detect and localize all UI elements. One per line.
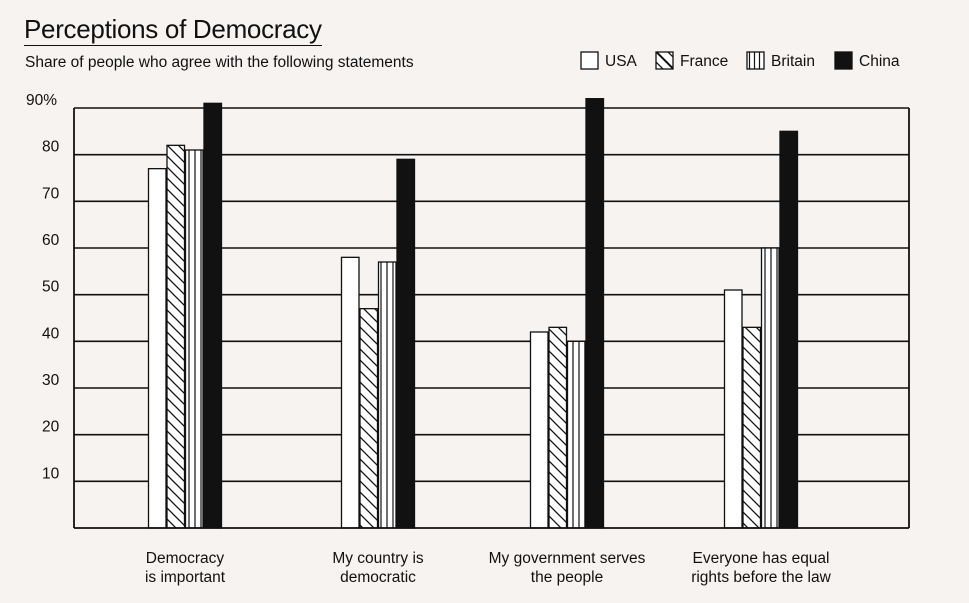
- legend-swatch-hatch: [655, 51, 674, 70]
- legend-label-france: France: [680, 53, 728, 70]
- bars: [147, 98, 799, 529]
- x-tick-label: rights before the law: [691, 569, 831, 586]
- y-tick-label: 70: [42, 185, 60, 202]
- bar-usa-3: [529, 331, 549, 529]
- chart-subtitle: Share of people who agree with the follo…: [25, 54, 414, 71]
- x-tick-label: My country is: [332, 550, 424, 567]
- bar-usa-2: [340, 256, 360, 529]
- bar-france-1: [166, 144, 186, 529]
- bar-china-3: [585, 98, 605, 529]
- y-tick-label: 90%: [26, 92, 57, 109]
- x-tick-label: Everyone has equal: [692, 550, 829, 567]
- legend-swatch-britain: [746, 51, 765, 70]
- y-tick-label: 40: [42, 325, 60, 342]
- legend-swatch-china: [834, 51, 853, 70]
- x-tick-label: democratic: [340, 569, 416, 586]
- bar-france-2: [359, 308, 379, 529]
- y-tick-label: 80: [42, 139, 60, 156]
- x-axis-labels: Democracy is important My country is democr…: [145, 550, 832, 586]
- plot-frame: [73, 108, 910, 529]
- bar-china-1: [203, 102, 223, 529]
- legend-label-china: China: [859, 53, 900, 70]
- y-tick-label: 30: [42, 372, 60, 389]
- bar-france-3: [548, 326, 568, 529]
- legend: USA France Britain China: [580, 51, 900, 70]
- y-tick-label: 10: [42, 465, 60, 482]
- legend-label-britain: Britain: [771, 53, 815, 70]
- bar-britain-2: [377, 261, 397, 529]
- bar-britain-4: [760, 247, 780, 529]
- x-tick-label: Democracy: [146, 550, 225, 567]
- bar-france-4: [742, 326, 762, 529]
- y-axis-ticks: 10 20 30 40 50 60 70 80 90%: [26, 92, 60, 482]
- y-tick-label: 60: [42, 232, 60, 249]
- bar-usa-4: [723, 289, 743, 529]
- x-tick-label: is important: [145, 569, 226, 586]
- y-tick-label: 20: [42, 419, 60, 436]
- bar-china-4: [779, 130, 799, 529]
- bar-britain-1: [184, 149, 204, 529]
- bar-britain-3: [566, 340, 586, 529]
- legend-label-usa: USA: [605, 53, 638, 70]
- legend-swatch-usa: [580, 51, 599, 70]
- y-tick-label: 50: [42, 279, 60, 296]
- x-tick-label: the people: [531, 569, 603, 586]
- chart-title: Perceptions of Democracy: [24, 14, 322, 46]
- bar-china-2: [396, 158, 416, 529]
- x-tick-label: My government serves: [489, 550, 646, 567]
- bar-usa-1: [147, 168, 167, 529]
